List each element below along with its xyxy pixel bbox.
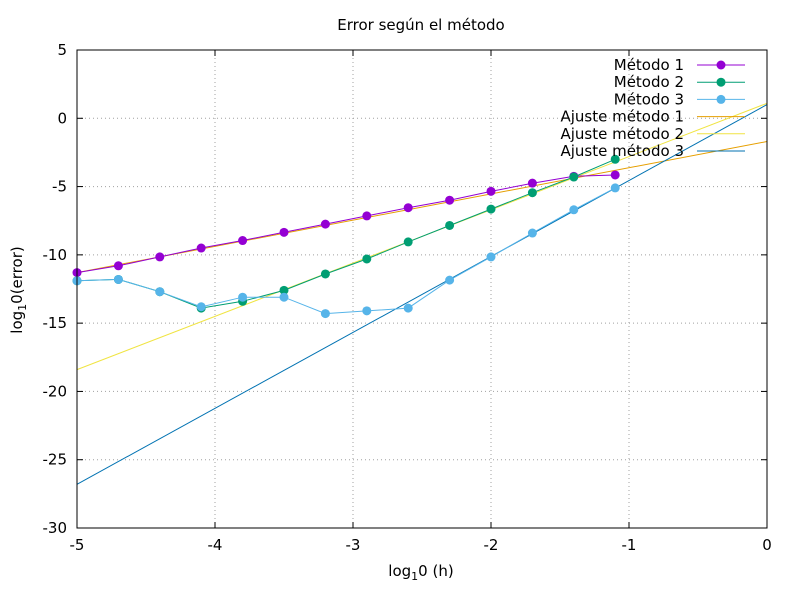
data-point-metodo-3 <box>113 274 123 284</box>
y-tick-label: -5 <box>52 178 67 196</box>
x-tick-label: -5 <box>70 536 85 554</box>
series-line-metodo-1 <box>76 174 616 274</box>
legend-label: Método 1 <box>614 56 684 74</box>
legend-label: Ajuste método 1 <box>560 108 684 126</box>
data-point-metodo-2 <box>320 269 330 279</box>
series-line-ajuste-metodo-3 <box>76 104 768 485</box>
data-point-metodo-1 <box>320 219 330 229</box>
data-point-metodo-1 <box>486 186 496 196</box>
data-point-metodo-3 <box>155 287 165 297</box>
data-point-metodo-3 <box>362 306 372 316</box>
series-line-ajuste-metodo-1 <box>76 141 768 274</box>
series-line-metodo-3 <box>76 187 616 315</box>
data-point-metodo-3 <box>320 309 330 319</box>
data-point-metodo-1 <box>362 211 372 221</box>
data-point-metodo-2 <box>610 154 620 164</box>
data-point-metodo-3 <box>196 302 206 312</box>
y-tick-label: -25 <box>43 451 68 469</box>
y-tick-label: -15 <box>43 314 68 332</box>
data-point-metodo-2 <box>486 204 496 214</box>
y-axis-label: log10(error) <box>8 246 29 333</box>
data-point-metodo-2 <box>445 220 455 230</box>
legend-label: Ajuste método 2 <box>560 125 684 143</box>
legend-label: Ajuste método 3 <box>560 142 684 160</box>
x-tick-label: -4 <box>208 536 223 554</box>
data-point-metodo-3 <box>569 205 579 215</box>
data-point-metodo-1 <box>238 236 248 246</box>
x-tick-label: 0 <box>762 536 772 554</box>
data-point-metodo-3 <box>486 252 496 262</box>
data-point-metodo-2 <box>403 237 413 247</box>
data-point-metodo-2 <box>362 254 372 264</box>
data-point-metodo-2 <box>279 285 289 295</box>
grid-layer <box>77 50 767 528</box>
data-point-metodo-3 <box>445 275 455 285</box>
data-point-metodo-3 <box>403 303 413 313</box>
fit-lines-layer <box>76 102 768 485</box>
data-point-metodo-2 <box>527 188 537 198</box>
data-point-metodo-3 <box>279 292 289 302</box>
x-tick-label: -3 <box>346 536 361 554</box>
data-point-metodo-3 <box>527 228 537 238</box>
legend-swatch-marker <box>716 94 726 104</box>
y-tick-label: -20 <box>43 382 68 400</box>
data-point-metodo-1 <box>113 261 123 271</box>
chart-title: Error según el método <box>337 16 504 34</box>
data-point-metodo-1 <box>279 227 289 237</box>
data-point-metodo-3 <box>238 292 248 302</box>
x-tick-label: -2 <box>484 536 499 554</box>
data-series-layer <box>72 154 620 319</box>
data-point-metodo-1 <box>155 252 165 262</box>
data-point-metodo-2 <box>569 172 579 182</box>
y-tick-label: 0 <box>57 109 67 127</box>
y-tick-label: 5 <box>57 41 67 59</box>
data-point-metodo-1 <box>610 170 620 180</box>
y-tick-label: -30 <box>43 519 68 537</box>
data-point-metodo-1 <box>196 243 206 253</box>
x-tick-label: -1 <box>622 536 637 554</box>
ticks-layer: -30-25-20-15-10-505-5 -4 -3 -2 -1 0 <box>43 41 772 554</box>
legend-label: Método 3 <box>614 90 684 108</box>
data-point-metodo-1 <box>527 178 537 188</box>
plot-frame <box>76 49 768 529</box>
legend-swatch-marker <box>716 60 726 70</box>
data-point-metodo-3 <box>610 183 620 193</box>
legend-label: Método 2 <box>614 73 684 91</box>
data-point-metodo-1 <box>403 203 413 213</box>
data-point-metodo-1 <box>445 195 455 205</box>
x-axis-label: log10 (h) <box>388 562 453 583</box>
legend-swatch-marker <box>716 77 726 87</box>
y-tick-label: -10 <box>43 246 68 264</box>
